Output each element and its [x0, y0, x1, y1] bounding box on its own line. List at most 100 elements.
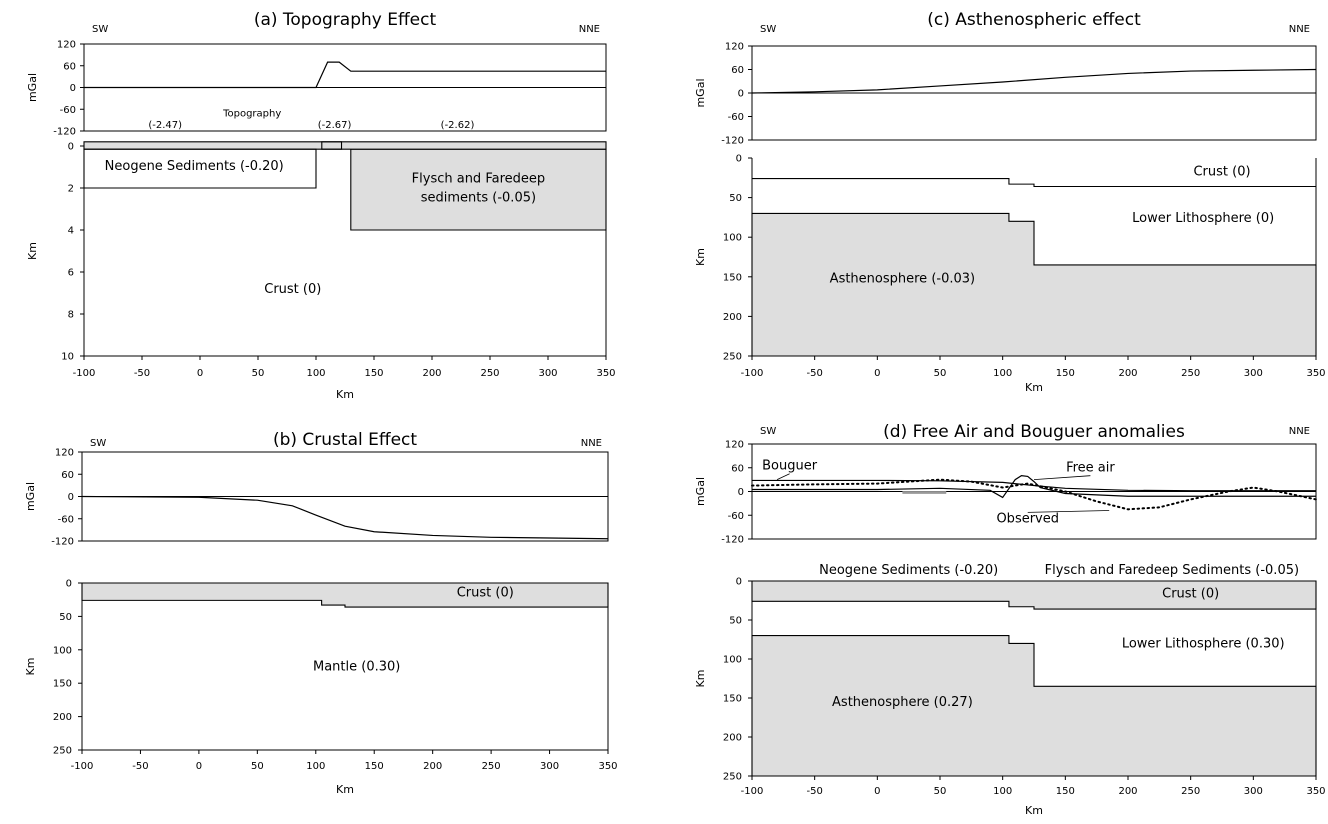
- panel-b-model-ylabel: Km: [24, 658, 37, 676]
- panel-a-series-line: [84, 61, 606, 89]
- panel-c-model-ylabel: Km: [694, 248, 707, 266]
- panel-a-model-ytick-label: 10: [61, 352, 74, 363]
- panel-c-gravity-ytick-label: 0: [738, 89, 744, 100]
- panel-b-model-xtick-label: 50: [251, 761, 264, 772]
- panel-d-annotation-observed: Observed: [996, 511, 1059, 526]
- panel-b-model-xtick-label: 100: [306, 761, 325, 772]
- panel-d-model-xtick-label: -50: [806, 786, 822, 797]
- panel-d-series-free-air: [752, 475, 1316, 499]
- panel-a-model-xtick-label: 300: [538, 368, 557, 379]
- panel-b-model-xtick-label: -100: [71, 761, 94, 772]
- panel-a-gravity-ytick-label: 0: [70, 83, 76, 94]
- panel-d-model-body: [751, 580, 1317, 610]
- panel-d-gravity-rect: [902, 491, 947, 494]
- panel-b-gravity-ytick-label: -60: [58, 514, 74, 525]
- panel-c-model-xtick-label: 250: [1181, 368, 1200, 379]
- panel-a-model-ytick-label: 6: [68, 268, 74, 279]
- panel-d-dir-left: SW: [760, 426, 776, 437]
- panel-b-dir-right: NNE: [581, 438, 602, 449]
- panel-a-model-xtick-label: 100: [306, 368, 325, 379]
- panel-a-model-xtick-label: 150: [364, 368, 383, 379]
- panel-a-model-xtick-label: -50: [134, 368, 150, 379]
- panel-d-gravity-ylabel: mGal: [694, 477, 707, 506]
- panel-a-dir-right: NNE: [579, 24, 600, 35]
- panel-b-model-ytick-label: 200: [53, 712, 72, 723]
- panel-a-label-flysch-and-faredeep: Flysch and Faredeep: [412, 172, 545, 187]
- panel-b-label-mantle-0-30-: Mantle (0.30): [313, 660, 400, 675]
- panel-b-dir-left: SW: [90, 438, 106, 449]
- panel-d-model-xtick-label: 100: [993, 786, 1012, 797]
- panel-a-model-body: [83, 141, 607, 150]
- panel-d-model-ytick-label: 200: [723, 733, 742, 744]
- panel-a-gravity-ytick-label: 120: [57, 40, 76, 51]
- panel-b-model-xtick-label: 0: [196, 761, 202, 772]
- panel-a-model-xtick-label: 350: [596, 368, 615, 379]
- panel-d-model-xtick-label: 250: [1181, 786, 1200, 797]
- panel-d-model-ytick-label: 250: [723, 772, 742, 783]
- panel-b-label-crust-0-: Crust (0): [457, 585, 514, 600]
- panel-c-series-line: [751, 68, 1317, 94]
- panel-b-model-ytick-label: 250: [53, 746, 72, 757]
- panel-c-model-xtick-label: -100: [741, 368, 764, 379]
- panel-a-label--2-67-: (-2.67): [318, 120, 352, 131]
- panel-b-gravity-ytick-label: 0: [68, 492, 74, 503]
- panel-d-gravity-ytick-label: -120: [721, 535, 744, 546]
- panel-c-model-xtick-label: 200: [1118, 368, 1137, 379]
- panel-b-model-xtick-label: 300: [540, 761, 559, 772]
- panel-b-model-ytick-label: 100: [53, 645, 72, 656]
- panel-a-model-ylabel: Km: [26, 242, 39, 260]
- panel-a-label--2-47-: (-2.47): [148, 120, 182, 131]
- panel-d-series-observed: [751, 478, 1317, 511]
- panel-d-model-ytick-label: 50: [729, 616, 742, 627]
- panel-c-model-boundary: [752, 178, 1316, 188]
- panel-a-model-ytick-label: 0: [68, 142, 74, 153]
- panel-a-model-ytick-label: 2: [68, 184, 74, 195]
- panel-c-model-xtick-label: 300: [1244, 368, 1263, 379]
- panel-a-model-xlabel: Km: [336, 388, 354, 401]
- panel-a-model-body: [321, 141, 343, 150]
- panel-d-gravity-ytick-label: 0: [738, 487, 744, 498]
- panel-b-gravity-ylabel: mGal: [24, 482, 37, 511]
- panel-a-model-xtick-label: 50: [252, 368, 265, 379]
- panel-d-annotation-bouguer: Bouguer: [762, 459, 818, 474]
- panel-d-label-flysch-and-faredeep-sediments-0-05-: Flysch and Faredeep Sediments (-0.05): [1045, 563, 1299, 578]
- panel-d-model-xtick-label: 0: [874, 786, 880, 797]
- panel-d-label-neogene-sediments-0-20-: Neogene Sediments (-0.20): [819, 563, 998, 578]
- panel-c-model-xtick-label: 150: [1056, 368, 1075, 379]
- panel-a-label-topography: Topography: [222, 108, 281, 119]
- panel-a-gravity-ytick-label: 60: [63, 61, 76, 72]
- panel-d-model-xtick-label: 300: [1244, 786, 1263, 797]
- panel-d-model-xtick-label: 200: [1118, 786, 1137, 797]
- panel-a-model-ytick-label: 4: [68, 226, 74, 237]
- panel-c-model-xtick-label: 50: [934, 368, 947, 379]
- panel-b-model-xtick-label: 200: [423, 761, 442, 772]
- panel-d-model-xlabel: Km: [1025, 804, 1043, 817]
- panel-c-title: (c) Asthenospheric effect: [927, 10, 1141, 30]
- panel-a-label-neogene-sediments-0-20-: Neogene Sediments (-0.20): [105, 159, 284, 174]
- panel-c-model-ytick-label: 250: [723, 352, 742, 363]
- panel-d-title: (d) Free Air and Bouguer anomalies: [883, 422, 1185, 442]
- panel-d-annotation-leader: [776, 473, 790, 480]
- panel-c-model-ytick-label: 100: [723, 233, 742, 244]
- panel-c-label-asthenosphere-0-03-: Asthenosphere (-0.03): [830, 271, 975, 286]
- panel-d-label-crust-0-: Crust (0): [1162, 586, 1219, 601]
- panel-b-title: (b) Crustal Effect: [273, 430, 417, 450]
- panel-d-gravity-ytick-label: 120: [725, 440, 744, 451]
- panel-d-model-xtick-label: 350: [1306, 786, 1325, 797]
- panel-b-model-xtick-label: 150: [365, 761, 384, 772]
- panel-a-model-xtick-label: -100: [73, 368, 96, 379]
- panel-c-model-xlabel: Km: [1025, 381, 1043, 394]
- panel-d-model-ytick-label: 150: [723, 694, 742, 705]
- panel-a-model-xtick-label: 200: [422, 368, 441, 379]
- panel-a-gravity-ytick-label: -60: [60, 105, 76, 116]
- panel-d-model-xtick-label: -100: [741, 786, 764, 797]
- panel-d-model-xtick-label: 50: [934, 786, 947, 797]
- panel-a-label-sediments-0-05-: sediments (-0.05): [421, 190, 536, 205]
- panel-a-gravity-ytick-label: -120: [53, 127, 76, 138]
- panel-b-gravity-ytick-label: 120: [55, 448, 74, 459]
- panel-c-gravity-ytick-label: -60: [728, 112, 744, 123]
- panel-c-model-ytick-label: 0: [736, 154, 742, 165]
- panel-b-model-ytick-label: 150: [53, 679, 72, 690]
- panel-a-dir-left: SW: [92, 24, 108, 35]
- panel-a-label-crust-0-: Crust (0): [264, 282, 321, 297]
